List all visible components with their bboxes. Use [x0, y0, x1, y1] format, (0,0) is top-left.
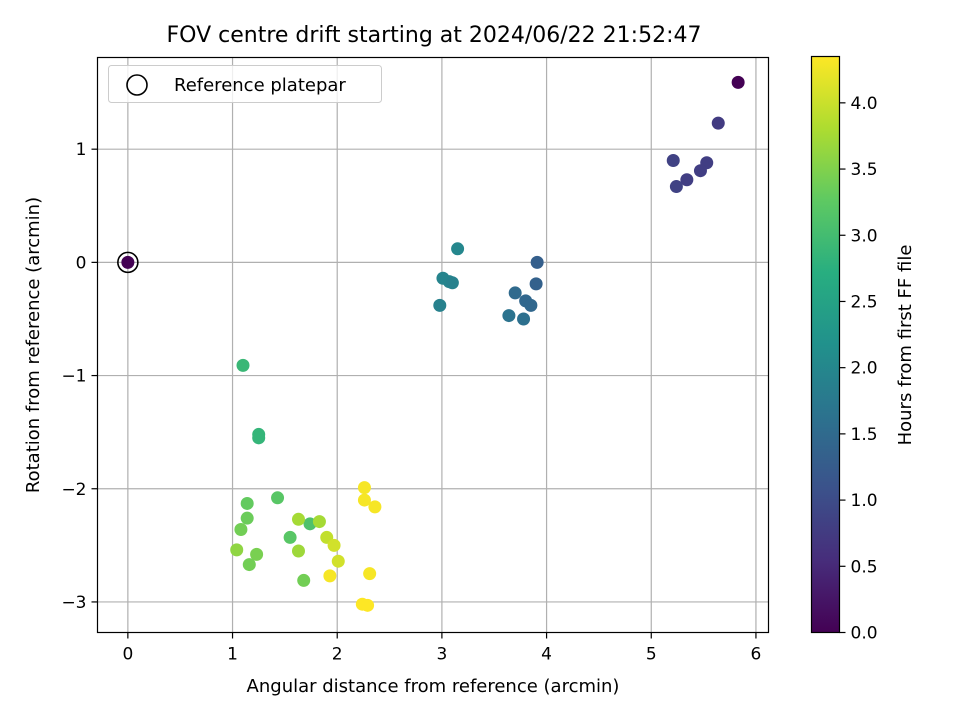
data-point: [240, 511, 254, 525]
data-point: [361, 598, 375, 612]
y-tick-label: −1: [61, 367, 86, 387]
data-point: [357, 481, 371, 495]
data-point: [368, 500, 382, 514]
data-point: [252, 431, 266, 445]
data-point: [680, 173, 694, 187]
colorbar-tick-label: 3.5: [851, 160, 878, 180]
reference-marker-group: [117, 251, 139, 274]
colorbar-ticks: 0.0 0.5 1.0 1.5 2.0 2.5 3.0 3.5 4.0: [839, 94, 878, 644]
data-point: [242, 558, 256, 572]
colorbar-tick-label: 2.0: [851, 359, 878, 379]
data-point: [502, 309, 516, 323]
data-point: [517, 312, 531, 326]
colorbar-tick-label: 1.0: [851, 491, 878, 511]
x-tick-label: 5: [646, 645, 657, 665]
data-point: [666, 154, 680, 168]
plot-frame: [96, 56, 770, 634]
colorbar-tick-label: 4.0: [851, 94, 878, 114]
legend-entry-reference: Reference platepar: [174, 75, 346, 96]
data-point: [291, 512, 305, 526]
data-point: [530, 255, 544, 269]
data-point: [331, 554, 345, 568]
y-tick-label: −3: [61, 593, 86, 613]
x-tick-label: 2: [332, 645, 343, 665]
data-point: [524, 298, 538, 312]
data-point: [250, 547, 264, 561]
data-point: [433, 298, 447, 312]
data-point: [711, 116, 725, 130]
data-point: [731, 75, 745, 89]
data-point: [363, 567, 377, 581]
colorbar-tick-label: 3.0: [851, 226, 878, 246]
x-tick-label: 1: [227, 645, 238, 665]
colorbar-label: Hours from first FF file: [895, 245, 916, 446]
data-point: [234, 522, 248, 536]
reference-platepar-marker: [117, 251, 139, 274]
data-point: [297, 573, 311, 587]
y-axis-label: Rotation from reference (arcmin): [23, 197, 44, 493]
y-axis-ticks: −3 −2 −1 0 1: [61, 140, 98, 613]
colorbar-tick-label: 0.5: [851, 557, 878, 577]
data-point: [283, 530, 297, 544]
chart-title: FOV centre drift starting at 2024/06/22 …: [167, 23, 702, 48]
x-tick-label: 3: [436, 645, 447, 665]
colorbar: 0.0 0.5 1.0 1.5 2.0 2.5 3.0 3.5 4.0 Hours from f…: [810, 55, 916, 644]
legend: Reference platepar: [108, 65, 382, 103]
x-axis-label: Angular distance from reference (arcmin): [247, 676, 620, 697]
data-point: [323, 569, 337, 583]
data-point: [357, 493, 371, 507]
x-tick-label: 0: [122, 645, 133, 665]
x-axis-ticks: 0 1 2 3 4 5 6: [122, 632, 762, 665]
colorbar-gradient: [810, 55, 841, 634]
data-point: [230, 543, 244, 557]
data-point: [445, 276, 459, 290]
y-tick-label: −2: [61, 480, 86, 500]
legend-box: [108, 65, 382, 103]
x-tick-label: 6: [751, 645, 762, 665]
y-tick-label: 0: [76, 253, 87, 273]
data-point: [693, 164, 707, 178]
y-tick-label: 1: [76, 140, 87, 160]
data-point: [669, 180, 683, 194]
data-point: [451, 242, 465, 256]
colorbar-tick-label: 2.5: [851, 292, 878, 312]
x-tick-label: 4: [541, 645, 552, 665]
data-point: [508, 286, 522, 300]
colorbar-tick-label: 0.0: [851, 624, 878, 644]
data-point: [236, 358, 250, 372]
data-point: [240, 496, 254, 510]
data-point: [271, 491, 285, 505]
data-point: [312, 515, 326, 529]
data-point: [291, 544, 305, 558]
grid-lines: [97, 57, 769, 633]
data-points: [121, 75, 745, 612]
data-point: [529, 277, 543, 291]
data-point: [121, 255, 135, 269]
data-point: [327, 538, 341, 552]
colorbar-tick-label: 1.5: [851, 425, 878, 445]
legend-reference-marker: [126, 74, 148, 96]
